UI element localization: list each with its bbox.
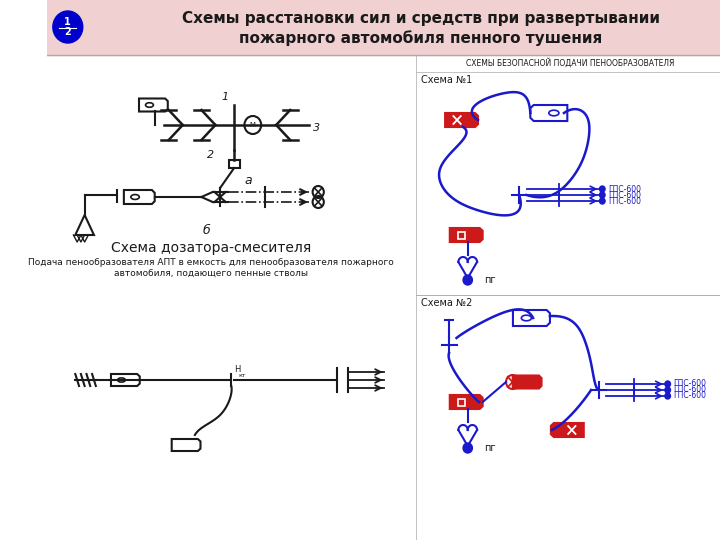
Circle shape [665,387,670,393]
Text: б: б [202,224,210,237]
Polygon shape [450,228,482,242]
Text: H: H [234,366,240,375]
Text: ГПС-600: ГПС-600 [608,185,641,193]
Bar [228,160,240,168]
Text: 2: 2 [207,150,215,160]
Circle shape [463,275,472,285]
Circle shape [600,186,605,192]
Bar [459,232,465,239]
Circle shape [463,443,472,453]
Text: ГПС-600: ГПС-600 [673,392,706,401]
Circle shape [244,116,261,134]
Text: ГПС-600: ГПС-600 [673,380,706,388]
Circle shape [665,381,670,387]
Text: Схемы расстановки сил и средств при развертывании: Схемы расстановки сил и средств при разв… [182,10,660,25]
Polygon shape [450,395,482,409]
Text: 1: 1 [221,92,228,102]
Polygon shape [139,98,168,111]
Circle shape [600,192,605,198]
Circle shape [665,393,670,399]
Polygon shape [551,423,584,437]
Polygon shape [513,310,550,326]
Text: пг: пг [485,443,496,453]
Text: 2: 2 [64,27,71,37]
Text: кт: кт [239,373,246,378]
Text: ГПС-600: ГПС-600 [673,386,706,395]
Bar [48,0,720,55]
Text: ГПС-600: ГПС-600 [608,191,641,199]
Polygon shape [531,105,567,121]
Polygon shape [111,374,140,386]
Circle shape [53,11,83,43]
Circle shape [600,198,605,204]
Text: 1: 1 [64,17,71,27]
Bar [459,399,465,406]
Text: 3: 3 [312,123,320,133]
Polygon shape [445,113,478,127]
Text: Схема №2: Схема №2 [421,298,472,308]
Text: пожарного автомобиля пенного тушения: пожарного автомобиля пенного тушения [239,30,603,46]
Text: а: а [244,173,252,186]
Text: СХЕМЫ БЕЗОПАСНОЙ ПОДАЧИ ПЕНООБРАЗОВАТЕЛЯ: СХЕМЫ БЕЗОПАСНОЙ ПОДАЧИ ПЕНООБРАЗОВАТЕЛЯ [467,58,675,68]
Polygon shape [171,439,200,451]
Text: Подача пенообразователя АПТ в емкость для пенообразователя пожарного
автомобиля,: Подача пенообразователя АПТ в емкость дл… [28,258,394,279]
Text: Схема дозатора-смесителя: Схема дозатора-смесителя [111,241,311,255]
Text: пг: пг [485,275,496,285]
Text: Схема №1: Схема №1 [421,75,472,85]
Polygon shape [513,375,541,388]
Text: ГПС-600: ГПС-600 [608,197,641,206]
Text: M: M [250,122,256,128]
Polygon shape [124,190,155,204]
